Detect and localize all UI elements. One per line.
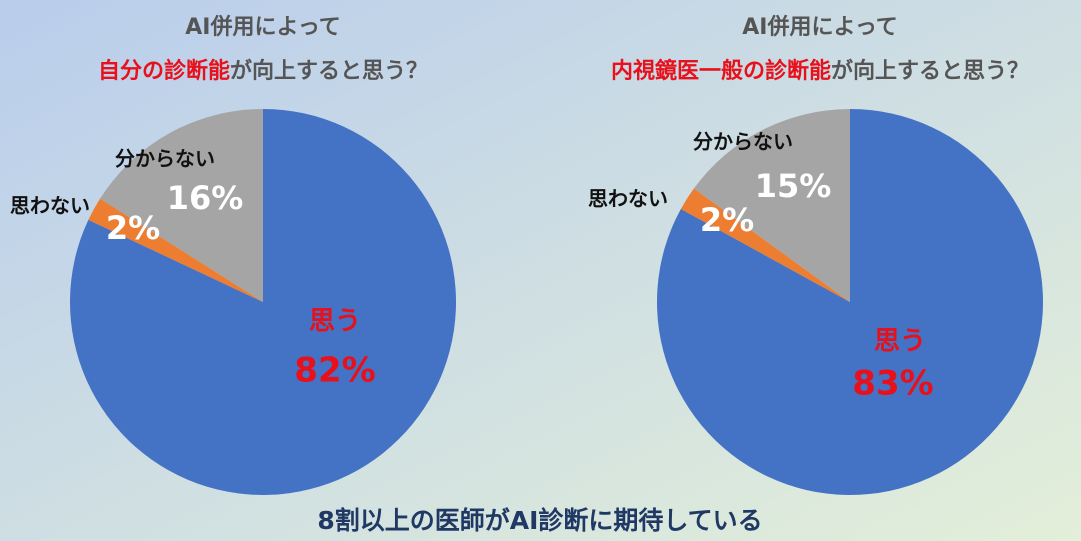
subtitle-part: 自分の診断能 <box>98 58 230 84</box>
chart-title: AI併用によって <box>185 14 340 40</box>
slice-label: 思わない <box>10 194 90 218</box>
value-label: 83% <box>852 364 933 404</box>
slice-label: 分からない <box>693 130 793 154</box>
pie-slice <box>680 188 850 302</box>
value-label: 15% <box>755 167 832 205</box>
chart-subtitle: 自分の診断能が向上すると思う？ <box>98 58 428 84</box>
slice-label: 思わない <box>588 187 668 211</box>
chart-subtitle: 内視鏡医一般の診断能が向上すると思う？ <box>611 58 1029 84</box>
value-label: 2% <box>700 201 754 239</box>
subtitle-part: が向上すると思う？ <box>831 58 1029 84</box>
slice-label: 思う <box>309 307 361 337</box>
pie-slice <box>88 198 263 302</box>
value-label: 16% <box>167 179 244 217</box>
pie-slice <box>100 109 263 302</box>
subtitle-part: が向上すると思う？ <box>230 58 428 84</box>
slice-label: 分からない <box>115 147 215 171</box>
value-label: 2% <box>106 209 160 247</box>
subtitle-part: 内視鏡医一般の診断能 <box>611 58 831 84</box>
pie-slice <box>657 109 1043 495</box>
pie-slice <box>693 109 850 302</box>
value-label: 82% <box>294 351 375 391</box>
caption: 8割以上の医師がAI診断に期待している <box>317 506 762 535</box>
slice-label: 思う <box>874 327 926 357</box>
chart-title: AI併用によって <box>742 14 897 40</box>
